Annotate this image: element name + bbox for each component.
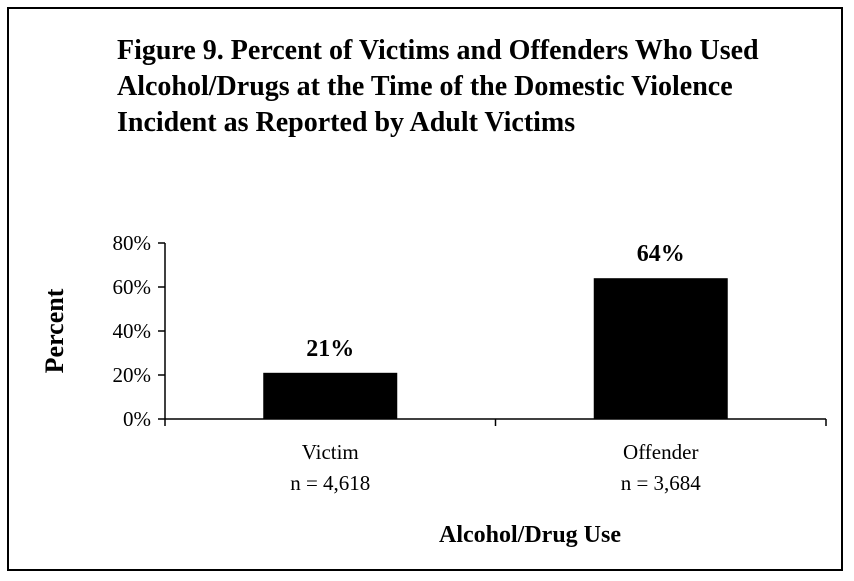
y-tick-label: 80% [113, 231, 152, 255]
y-axis-ticks: 0% 20% 40% 60% 80% [113, 231, 165, 431]
bars: 21% 64% [263, 241, 728, 419]
bar-data-label: 64% [637, 241, 685, 267]
x-tick-sublabel: n = 4,618 [290, 471, 370, 495]
x-axis-label: Alcohol/Drug Use [439, 522, 621, 548]
y-tick-label: 20% [113, 363, 152, 387]
x-axis-ticks [164, 419, 827, 426]
y-tick-label: 40% [113, 319, 152, 343]
bar [593, 278, 728, 419]
bar [263, 372, 398, 419]
y-tick-label: 0% [123, 407, 151, 431]
x-axis-tick-labels: Victim n = 4,618 Offender n = 3,684 [290, 440, 701, 495]
y-tick-label: 60% [113, 275, 152, 299]
bar-data-label: 21% [306, 336, 354, 362]
chart-title: Figure 9. Percent of Victims and Offende… [117, 35, 759, 138]
y-axis-label: Percent [40, 288, 69, 373]
x-tick-label: Victim [302, 440, 359, 464]
x-tick-sublabel: n = 3,684 [621, 471, 702, 495]
x-tick-label: Offender [623, 440, 698, 464]
